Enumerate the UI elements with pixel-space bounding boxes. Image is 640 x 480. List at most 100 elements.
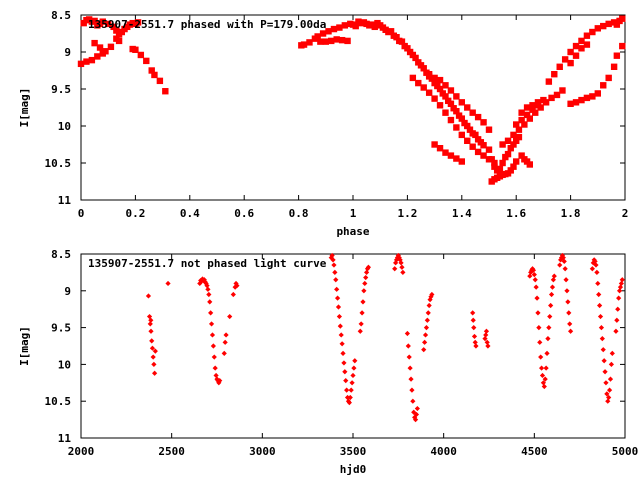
data-point [523,111,531,119]
data-point [550,277,556,283]
data-point [480,152,487,159]
data-point [314,33,321,40]
data-point [471,325,477,331]
data-point [149,345,156,351]
data-point [561,56,569,63]
x-tick-label: 1.2 [397,207,417,220]
data-point [617,284,624,290]
data-point [330,25,338,33]
data-point [328,255,334,261]
data-point [526,115,533,122]
data-point [606,394,612,401]
data-point [208,321,215,327]
data-series [145,252,625,423]
data-point [442,109,449,116]
data-point [534,99,542,106]
data-point [578,96,585,104]
data-point [351,365,357,371]
data-point [453,93,460,100]
data-point [518,109,525,116]
data-point [453,124,460,131]
data-point [328,37,335,45]
data-point [352,358,358,364]
data-point [589,93,596,100]
data-point [447,152,455,159]
x-tick-label: 2 [622,207,629,220]
data-point [411,409,417,415]
data-point [603,380,609,386]
data-point [544,350,550,356]
data-point [415,79,422,87]
data-point [412,417,419,423]
data-point [406,354,412,360]
data-point [151,71,158,79]
data-point [597,313,604,320]
data-point [343,377,349,384]
data-point [594,25,601,32]
data-point [549,284,556,290]
data-point [594,90,601,97]
data-point [466,126,474,133]
data-point [616,288,623,294]
data-point [507,167,514,174]
data-point [602,369,608,375]
data-point [329,252,335,259]
data-point [436,145,444,152]
data-point [148,67,155,74]
chart-panel-1: 0 0.2 0.4 0.6 0.8 1 1.2 1.4 1.6 1.8 2 8.5 9 9.5 10 10.5… [18,9,628,238]
data-point [523,104,531,111]
data-point [134,19,142,26]
data-point [618,280,624,287]
data-point [559,252,566,259]
data-point [412,54,419,62]
data-point [471,333,478,340]
data-point [436,102,444,109]
data-point [473,343,479,349]
y-tick-label: 9.5 [51,322,71,335]
data-point [589,266,595,272]
x-tick-label: 2000 [68,445,95,458]
data-point [447,100,455,107]
data-point [504,150,512,158]
data-point [115,37,123,45]
data-point [464,104,471,111]
data-point [132,46,139,53]
chart-panel-2: 2000 2500 3000 3500 4000 4500 5000 8.5 9 9.5 10 10.… [18,248,638,476]
data-point [474,113,482,121]
data-point [485,126,493,133]
data-point [599,336,605,342]
data-point [150,354,156,360]
data-point [395,252,401,259]
y-tick-label: 8.5 [51,9,71,22]
data-point [529,106,536,113]
data-point [538,365,545,371]
y-tick-label: 9.5 [51,83,71,96]
data-point [598,325,605,331]
x-axis-label: phase [336,225,369,238]
data-point [563,277,569,283]
data-point [212,365,218,371]
data-point [333,277,339,283]
data-point [152,348,158,354]
data-point [405,343,411,349]
data-point [530,267,537,273]
data-point [469,109,476,116]
data-point [545,336,551,342]
data-point [113,27,120,34]
data-point [572,52,580,59]
data-point [431,95,438,102]
data-point [398,260,404,266]
data-point [348,387,354,393]
data-point [567,321,573,327]
data-point [515,133,523,141]
data-point [338,332,344,338]
data-point [605,74,612,82]
data-point [464,137,471,144]
data-point [600,347,606,353]
data-point [551,71,558,78]
data-point [539,372,546,379]
data-point [99,18,106,25]
data-point [597,302,603,309]
data-point [331,262,337,268]
data-point [533,284,539,290]
